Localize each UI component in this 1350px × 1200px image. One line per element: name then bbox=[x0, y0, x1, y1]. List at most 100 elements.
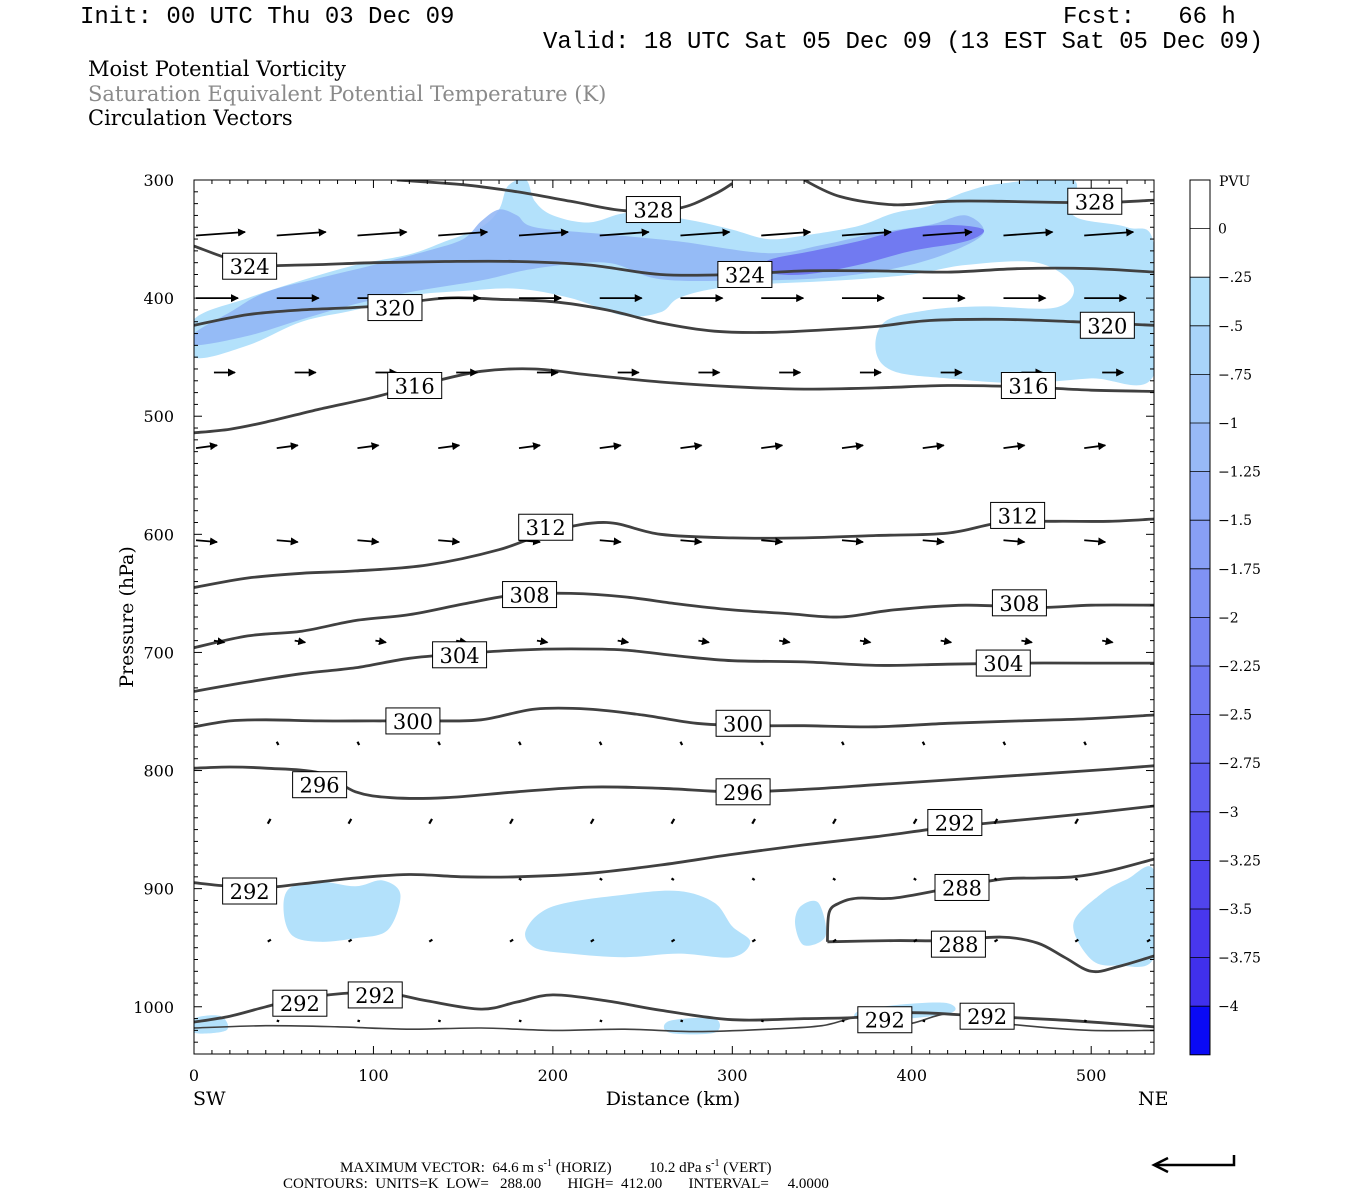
max-vector-line: MAXIMUM VECTOR: 64.6 m s-1 (HORIZ) 10.2 … bbox=[340, 1158, 772, 1177]
vector-arrow bbox=[698, 637, 710, 646]
y-tick-label: 300 bbox=[143, 171, 174, 190]
contour-label: 304 bbox=[440, 644, 480, 668]
colorbar-swatch bbox=[1190, 374, 1210, 423]
vector-arrow bbox=[1102, 637, 1114, 646]
vector-dot bbox=[599, 1019, 603, 1023]
pv-region bbox=[1073, 866, 1154, 968]
x-axis: 0 100 200 300 400 500 bbox=[189, 180, 1146, 1085]
contour-label: 300 bbox=[393, 710, 433, 734]
vector-arrow bbox=[1003, 442, 1026, 451]
reference-vector-icon bbox=[1151, 1155, 1236, 1174]
contour-label: 324 bbox=[725, 263, 765, 287]
colorbar-swatch bbox=[1190, 277, 1210, 326]
colorbar-label: −1.25 bbox=[1218, 465, 1261, 481]
contour-label-box bbox=[717, 260, 773, 288]
vector-dot bbox=[1083, 741, 1087, 746]
contour-label-box bbox=[387, 372, 443, 400]
colorbar-swatch bbox=[1190, 568, 1210, 618]
contour-label-box bbox=[367, 294, 423, 322]
vector-dot bbox=[509, 938, 514, 943]
contour-320 bbox=[194, 296, 1154, 334]
colorbar-swatch bbox=[1190, 909, 1210, 958]
colorbar-label: −4 bbox=[1218, 999, 1239, 1015]
vector-arrow bbox=[617, 637, 630, 646]
vector-arrow bbox=[841, 228, 892, 237]
contour-label-box bbox=[715, 709, 771, 737]
contour-label-box bbox=[1079, 311, 1135, 339]
colorbar-swatch bbox=[1190, 714, 1210, 764]
y-tick-label: 900 bbox=[143, 880, 174, 899]
vector-dot bbox=[518, 1019, 522, 1023]
contour-label-box bbox=[1000, 372, 1056, 400]
colorbar: 0 −.25 −.5 −.75 −1 −1.25 −1.5 −1.75 −2 −2.25 −2.5 −… bbox=[1189, 179, 1261, 1056]
vector-dot bbox=[832, 818, 837, 825]
vector-dot bbox=[347, 938, 353, 943]
vector-arrow bbox=[438, 442, 461, 451]
contour-label: 292 bbox=[355, 984, 395, 1008]
vert-max: 10.2 dPa s bbox=[649, 1160, 712, 1176]
vector-dot bbox=[518, 877, 523, 881]
contour-label-box bbox=[222, 252, 278, 280]
vector-dot bbox=[428, 938, 433, 943]
vector-dot bbox=[751, 877, 756, 881]
colorbar-swatch bbox=[1190, 860, 1210, 909]
contour-labels: 328 328 324 324 320 320 316 316 312 312 308 308 304 3… bbox=[222, 187, 1135, 1034]
vector-arrow bbox=[1003, 537, 1026, 546]
contour-label: 320 bbox=[1087, 314, 1127, 338]
y-tick-label: 1000 bbox=[133, 998, 174, 1017]
vector-arrow bbox=[357, 537, 380, 546]
contour-300 bbox=[194, 706, 1154, 729]
vector-dot bbox=[266, 818, 272, 825]
colorbar-label: −2.5 bbox=[1218, 708, 1252, 724]
pv-region bbox=[283, 880, 401, 942]
vector-arrow bbox=[1084, 442, 1107, 451]
horiz-suffix: (HORIZ) bbox=[552, 1160, 612, 1176]
vector-dot bbox=[1074, 818, 1079, 825]
contour-label: 328 bbox=[633, 199, 673, 223]
contour-label-box bbox=[292, 771, 348, 799]
contour-label-box bbox=[991, 589, 1047, 617]
contour-292 bbox=[194, 804, 1154, 889]
vector-dot bbox=[357, 1019, 361, 1023]
colorbar-label: −.25 bbox=[1218, 270, 1252, 286]
colorbar-label: −3.75 bbox=[1218, 951, 1261, 967]
y-tick-label: 600 bbox=[143, 525, 174, 544]
vector-dot bbox=[590, 938, 595, 943]
contour-label: 292 bbox=[865, 1009, 905, 1033]
contour-label: 288 bbox=[942, 876, 982, 900]
forecast-hour: Fcst: 66 h bbox=[1063, 4, 1236, 31]
colorbar-label: −2.25 bbox=[1218, 659, 1261, 675]
contour-label-box bbox=[990, 501, 1046, 529]
colorbar-label: −1.75 bbox=[1218, 562, 1261, 578]
vector-arrow bbox=[859, 637, 872, 646]
vector-dot bbox=[751, 938, 756, 943]
colorbar-label: −1 bbox=[1218, 416, 1239, 432]
contour-324 bbox=[194, 244, 1154, 277]
y-axis-label: Pressure (hPa) bbox=[116, 546, 138, 688]
vector-dot bbox=[841, 741, 845, 746]
colorbar-swatch bbox=[1190, 520, 1210, 569]
max-vector-label: MAXIMUM VECTOR: bbox=[340, 1160, 485, 1176]
vector-arrow bbox=[438, 228, 489, 237]
pv-region bbox=[763, 224, 985, 275]
vector-arrow bbox=[375, 637, 387, 646]
colorbar-label: −1.5 bbox=[1218, 513, 1252, 529]
x-tick-label: 300 bbox=[717, 1066, 748, 1085]
contour-label-box bbox=[518, 513, 574, 541]
contour-label-box bbox=[857, 1006, 913, 1034]
x-tick-label: 200 bbox=[538, 1066, 569, 1085]
colorbar-label: −2 bbox=[1218, 610, 1239, 626]
contours-info: CONTOURS: UNITS=K LOW= 288.00 HIGH= 412.… bbox=[283, 1176, 829, 1192]
contour-label: 316 bbox=[1008, 375, 1048, 399]
contour-label-box bbox=[930, 930, 986, 958]
colorbar-swatch bbox=[1190, 617, 1210, 666]
vector-arrow bbox=[518, 442, 541, 451]
vector-arrow bbox=[438, 537, 461, 546]
pv-region bbox=[663, 1017, 721, 1035]
colorbar-swatch bbox=[1190, 763, 1210, 812]
contour-label: 296 bbox=[300, 774, 340, 798]
contour-label-box bbox=[347, 981, 403, 1009]
title-vectors: Circulation Vectors bbox=[88, 106, 293, 130]
title-thetaes: Saturation Equivalent Potential Temperat… bbox=[88, 82, 607, 106]
vector-arrow bbox=[357, 442, 380, 451]
